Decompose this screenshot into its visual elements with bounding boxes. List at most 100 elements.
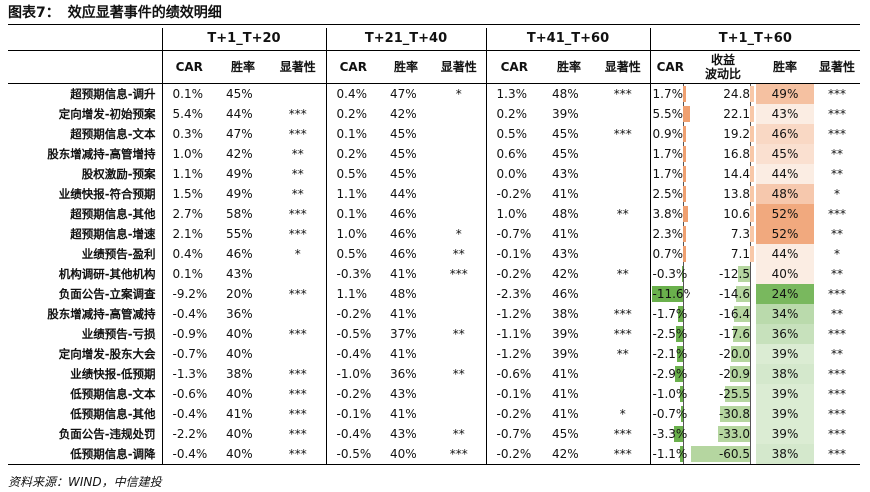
- table-row: 业绩预告-盈利 0.4% 46% * 0.5% 46% ** -0.1% 43% 0.7% 7.1 4…: [8, 244, 860, 264]
- vol-ratio-cell: 13.8: [690, 184, 756, 204]
- car-value: 0.5%: [485, 124, 543, 144]
- win-rate-value: 45%: [226, 87, 253, 101]
- vol-ratio-cell: -25.5: [690, 384, 756, 404]
- car-value: -0.7%: [652, 407, 688, 421]
- table-row: 定向增发-股东大会 -0.7% 40% -0.4% 41% -1.2% 39% ** -2.1%…: [8, 344, 860, 364]
- table-row: 股权激励-预案 1.1% 49% ** 0.5% 45% 0.0% 43% 1.7% 14.4 44…: [8, 164, 860, 184]
- vol-ratio-value: -60.5: [718, 447, 751, 461]
- significance-value: ***: [596, 444, 651, 465]
- table-row: 超预期信息-其他 2.7% 58% *** 0.1% 46% 1.0% 48% ** 3.8% 10…: [8, 204, 860, 224]
- event-name: 低预期信息-文本: [70, 387, 156, 401]
- car-bar-cell: 0.7%: [649, 244, 691, 264]
- car-bar-cell: 3.8%: [649, 204, 691, 224]
- car-bar-cell: -3.3%: [649, 424, 691, 444]
- car-bar: [682, 186, 686, 202]
- vol-ratio-cell: 22.1: [690, 104, 756, 124]
- car-bar: [682, 206, 688, 222]
- significance-value: [432, 304, 486, 324]
- car-bar: [682, 246, 686, 262]
- col-win: 胜率: [380, 50, 433, 84]
- vol-ratio-cell: -14.6: [690, 284, 756, 304]
- car-value: 0.7%: [652, 247, 684, 261]
- vol-axis: [750, 324, 752, 344]
- col-win: 胜率: [542, 50, 597, 84]
- car-value: 0.6%: [485, 144, 543, 164]
- win-rate-value: 41%: [390, 307, 417, 321]
- win-rate-value: 37%: [390, 327, 417, 341]
- win-rate-value: 39%: [552, 107, 579, 121]
- win-rate-value: 45%: [552, 147, 579, 161]
- win-rate-heat-cell: 38%: [756, 364, 815, 384]
- group-header-row: T+1_T+20 T+21_T+40 T+41_T+60 T+1_T+60: [8, 28, 861, 51]
- win-rate-heat-cell: 48%: [756, 184, 815, 204]
- car-value: 1.1%: [161, 164, 216, 184]
- corner-cell: [8, 50, 162, 84]
- significance-value: ***: [828, 287, 847, 301]
- vol-axis: [750, 284, 752, 304]
- vol-ratio-cell: 14.4: [690, 164, 756, 184]
- significance-value: **: [616, 267, 629, 281]
- significance-value: [432, 284, 486, 304]
- car-bar: [680, 406, 683, 422]
- significance-value: ***: [613, 127, 632, 141]
- car-bar-cell: -0.3%: [649, 264, 691, 284]
- vol-ratio-cell: 7.1: [690, 244, 756, 264]
- vol-bar: [734, 306, 750, 322]
- vol-ratio-cell: -16.4: [690, 304, 756, 324]
- significance-value: [596, 164, 650, 184]
- significance-value: **: [452, 367, 465, 381]
- car-value: -0.1%: [485, 384, 543, 404]
- vol-ratio-value: -20.9: [718, 367, 751, 381]
- win-rate-value: 42%: [552, 267, 579, 281]
- column-header-row: CAR 胜率 显著性 CAR 胜率 显著性 CAR 胜率 显著性 CAR 收益波…: [8, 50, 861, 84]
- win-rate-value: 42%: [226, 147, 253, 161]
- win-rate-heat-cell: 44%: [756, 164, 815, 184]
- vol-bar: [735, 286, 750, 302]
- significance-value: ***: [613, 87, 632, 101]
- table-row: 股东增减持-高管增持 1.0% 42% ** 0.2% 45% 0.6% 45% 1.7% 16.…: [8, 144, 860, 164]
- win-rate-heat-cell: 52%: [756, 224, 815, 244]
- win-rate-value: 40%: [226, 327, 253, 341]
- vol-bar: [737, 266, 750, 282]
- car-value: -1.0%: [652, 387, 688, 401]
- significance-value: [596, 184, 650, 204]
- significance-value: **: [291, 167, 304, 181]
- vol-bar: [750, 106, 755, 122]
- win-rate-heat-cell: 40%: [756, 264, 815, 284]
- vol-ratio-cell: -17.6: [690, 324, 756, 344]
- vol-bar: [750, 246, 755, 262]
- significance-value: **: [452, 327, 465, 341]
- car-axis: [682, 284, 684, 304]
- car-value: 1.0%: [161, 144, 216, 164]
- win-rate-value: 47%: [390, 87, 417, 101]
- table-row: 超预期信息-文本 0.3% 47% *** 0.1% 45% 0.5% 45% *** 0.9% 1…: [8, 124, 860, 144]
- significance-value: **: [831, 147, 844, 161]
- figure-label: 图表7：: [8, 5, 60, 21]
- car-bar: [682, 126, 686, 142]
- car-axis: [682, 344, 684, 364]
- vol-ratio-value: -33.0: [718, 427, 751, 441]
- car-value: -2.3%: [485, 284, 543, 304]
- vol-ratio-value: 14.4: [723, 167, 751, 181]
- significance-value: **: [831, 167, 844, 181]
- vol-ratio-value: 7.1: [730, 247, 751, 261]
- car-value: 1.7%: [652, 87, 684, 101]
- car-value: 0.3%: [161, 124, 216, 144]
- significance-value: **: [452, 427, 465, 441]
- win-rate-value: 38%: [552, 307, 579, 321]
- car-bar-cell: -2.1%: [649, 344, 691, 364]
- win-rate-value: 36%: [390, 367, 417, 381]
- win-rate-heat-cell: 39%: [756, 344, 815, 364]
- car-value: -2.2%: [161, 424, 216, 444]
- significance-value: ***: [613, 327, 632, 341]
- significance-value: [432, 204, 486, 224]
- event-name: 负面公告-立案调查: [58, 287, 156, 301]
- car-value: -0.3%: [652, 267, 688, 281]
- significance-value: *: [455, 227, 462, 241]
- car-value: -0.7%: [485, 424, 543, 444]
- significance-value: [432, 144, 486, 164]
- car-bar: [676, 346, 683, 362]
- vol-ratio-cell: -20.9: [690, 364, 756, 384]
- significance-value: *: [294, 247, 301, 261]
- table-row: 低预期信息-调降 -0.4% 40% *** -0.5% 40% *** -0.2% 42% **…: [8, 444, 861, 465]
